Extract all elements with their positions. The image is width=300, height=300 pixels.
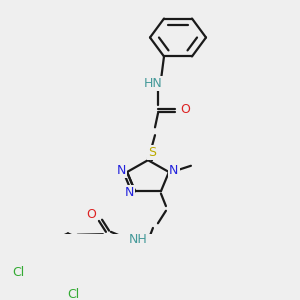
Text: N: N [116, 164, 126, 177]
Text: NH: NH [129, 233, 147, 246]
Text: Cl: Cl [67, 288, 79, 300]
Text: O: O [86, 208, 96, 221]
Text: N: N [169, 164, 178, 177]
Text: N: N [124, 186, 134, 199]
Text: S: S [148, 146, 156, 159]
Text: HN: HN [144, 77, 162, 90]
Text: Cl: Cl [13, 266, 25, 279]
Text: O: O [180, 103, 190, 116]
